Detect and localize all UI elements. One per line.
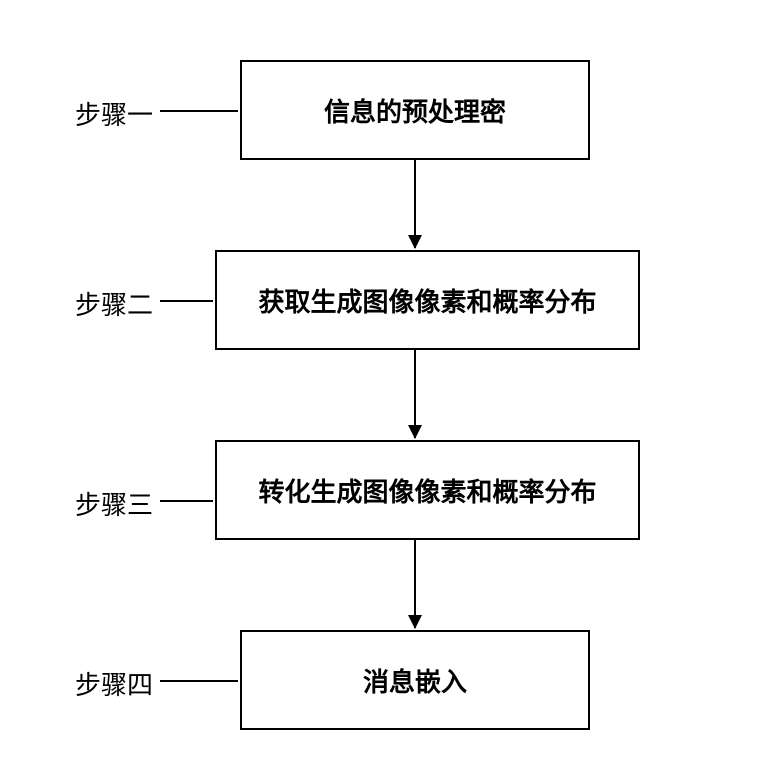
step-4-connector <box>160 680 238 682</box>
step-1-text: 信息的预处理密 <box>324 92 506 129</box>
step-4-text: 消息嵌入 <box>363 662 467 699</box>
arrow-2-3 <box>414 350 416 438</box>
step-1-box: 信息的预处理密 <box>240 60 590 160</box>
step-2-text: 获取生成图像像素和概率分布 <box>258 282 596 319</box>
step-2-label: 步骤二 <box>75 285 153 322</box>
step-3-connector <box>160 500 213 502</box>
step-2-connector <box>160 300 213 302</box>
step-3-box: 转化生成图像像素和概率分布 <box>215 440 640 540</box>
step-4-box: 消息嵌入 <box>240 630 590 730</box>
step-4-label: 步骤四 <box>75 665 153 702</box>
arrow-1-2 <box>414 160 416 248</box>
step-3-label: 步骤三 <box>75 485 153 522</box>
step-1-connector <box>160 110 238 112</box>
step-1-label: 步骤一 <box>75 95 153 132</box>
step-3-text: 转化生成图像像素和概率分布 <box>258 472 596 509</box>
arrow-3-4 <box>414 540 416 628</box>
step-2-box: 获取生成图像像素和概率分布 <box>215 250 640 350</box>
